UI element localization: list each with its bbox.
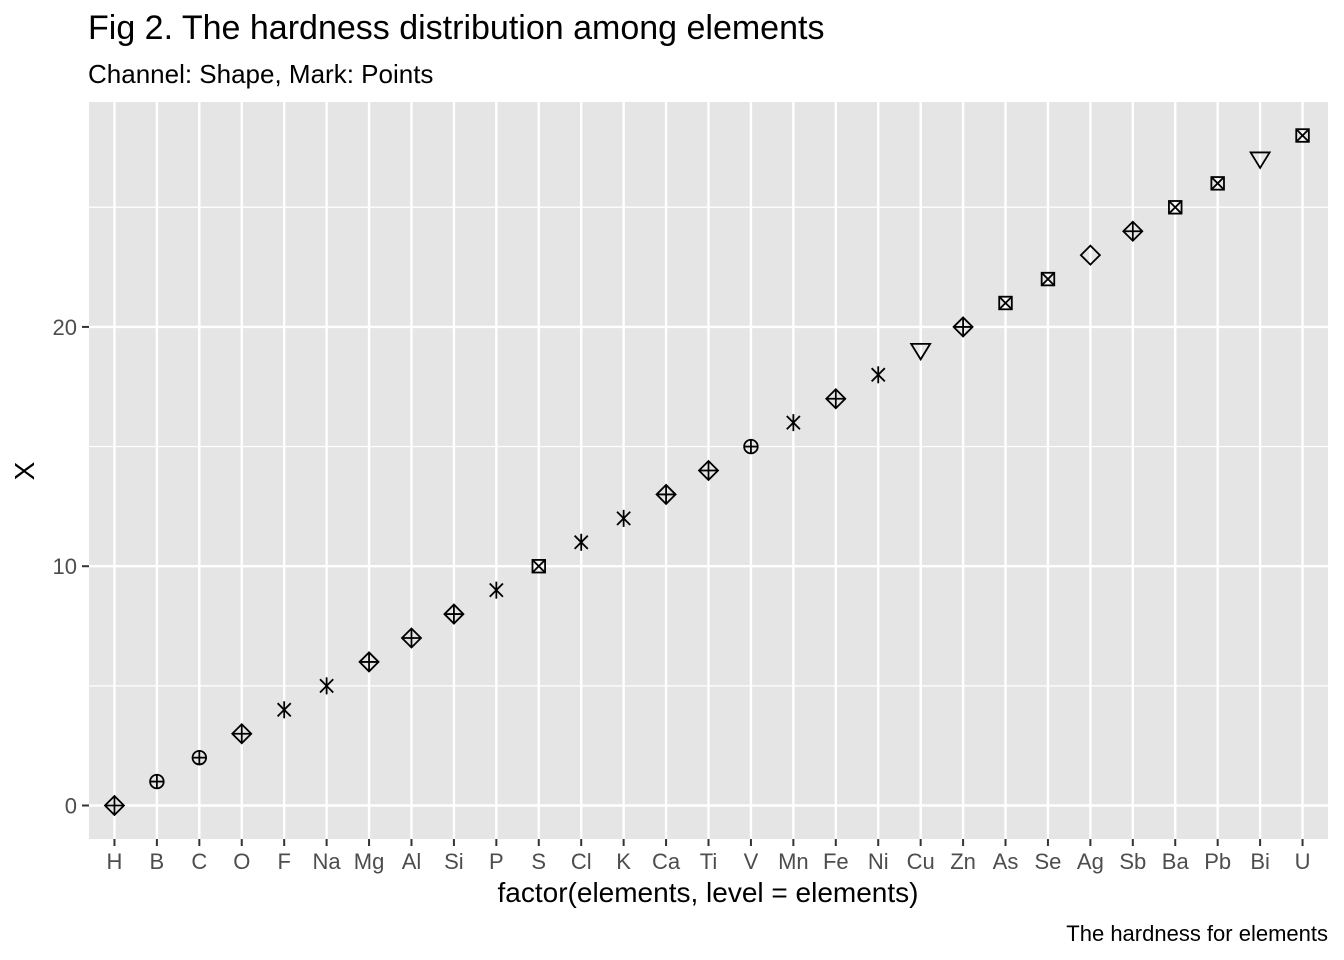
data-point xyxy=(531,559,546,574)
data-points xyxy=(103,128,1310,817)
x-tick-label: H xyxy=(107,849,123,874)
x-tick-label: Se xyxy=(1034,849,1061,874)
data-point xyxy=(743,438,759,455)
y-tick-label: 0 xyxy=(65,794,77,819)
data-point xyxy=(1295,128,1310,143)
x-tick-label: As xyxy=(993,849,1019,874)
x-axis-title: factor(elements, level = elements) xyxy=(498,877,919,908)
data-point xyxy=(400,627,423,649)
data-point xyxy=(655,483,677,506)
y-axis: 0 10 20 xyxy=(53,315,89,819)
x-tick-label: Ag xyxy=(1077,849,1104,874)
x-tick-label: Cl xyxy=(571,849,592,874)
data-point xyxy=(573,533,589,551)
data-point xyxy=(1168,200,1183,215)
data-point xyxy=(103,794,126,817)
data-point xyxy=(149,773,165,790)
x-tick-label: V xyxy=(744,849,759,874)
data-point xyxy=(358,651,380,673)
chart-subtitle: Channel: Shape, Mark: Points xyxy=(88,59,433,89)
x-tick-label: F xyxy=(277,849,290,874)
data-point xyxy=(1210,176,1225,191)
data-point xyxy=(1079,244,1102,266)
data-point xyxy=(230,722,253,745)
x-tick-label: Ni xyxy=(868,849,889,874)
x-tick-label: O xyxy=(233,849,250,874)
data-point xyxy=(697,459,720,482)
x-tick-label: Ba xyxy=(1162,849,1190,874)
x-tick-label: P xyxy=(489,849,504,874)
x-tick-label: K xyxy=(616,849,631,874)
data-point xyxy=(276,701,292,719)
y-tick-label: 20 xyxy=(53,315,77,340)
x-tick-label: Mg xyxy=(354,849,385,874)
x-tick-label: Fe xyxy=(823,849,849,874)
x-tick-label: Al xyxy=(402,849,422,874)
y-axis-title: X xyxy=(9,461,40,480)
data-point xyxy=(1249,151,1272,170)
x-axis: H B C O F Na Mg Al Si P S Cl K Ca Ti V Mn Fe Ni Cu Zn As Se Ag S… xyxy=(107,839,1311,874)
data-point xyxy=(319,677,334,695)
data-point xyxy=(909,342,932,362)
x-tick-label: Bi xyxy=(1250,849,1270,874)
x-tick-label: U xyxy=(1295,849,1311,874)
x-tick-label: Na xyxy=(313,849,342,874)
x-tick-label: Zn xyxy=(950,849,976,874)
x-tick-label: Cu xyxy=(907,849,935,874)
x-tick-label: Mn xyxy=(778,849,809,874)
x-tick-label: Si xyxy=(444,849,464,874)
data-point xyxy=(443,603,465,625)
data-point xyxy=(1040,271,1056,287)
x-tick-label: Ti xyxy=(700,849,718,874)
data-point xyxy=(191,749,208,766)
chart-title: Fig 2. The hardness distribution among e… xyxy=(88,9,824,47)
data-point xyxy=(489,581,504,599)
data-point xyxy=(616,509,631,527)
data-point xyxy=(998,295,1013,311)
data-point xyxy=(1122,220,1144,242)
x-tick-label: Pb xyxy=(1204,849,1231,874)
x-tick-label: B xyxy=(150,849,165,874)
data-point xyxy=(952,316,974,338)
x-tick-label: C xyxy=(191,849,207,874)
chart-caption: The hardness for elements xyxy=(1066,921,1328,946)
data-point xyxy=(786,414,801,432)
x-tick-label: S xyxy=(531,849,546,874)
x-tick-label: Sb xyxy=(1119,849,1146,874)
x-tick-label: Ca xyxy=(652,849,681,874)
data-point xyxy=(870,366,886,384)
data-point xyxy=(825,387,847,410)
y-tick-label: 10 xyxy=(53,554,77,579)
